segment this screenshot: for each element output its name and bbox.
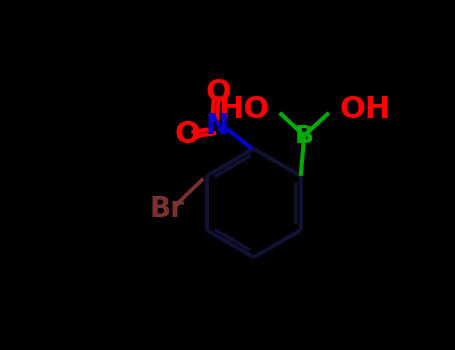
Text: HO: HO	[218, 95, 269, 124]
Text: O: O	[174, 120, 200, 149]
Text: B: B	[295, 124, 314, 148]
Text: OH: OH	[339, 95, 390, 124]
Text: O: O	[206, 78, 232, 107]
Text: N: N	[206, 112, 228, 140]
Text: Br: Br	[149, 195, 184, 223]
